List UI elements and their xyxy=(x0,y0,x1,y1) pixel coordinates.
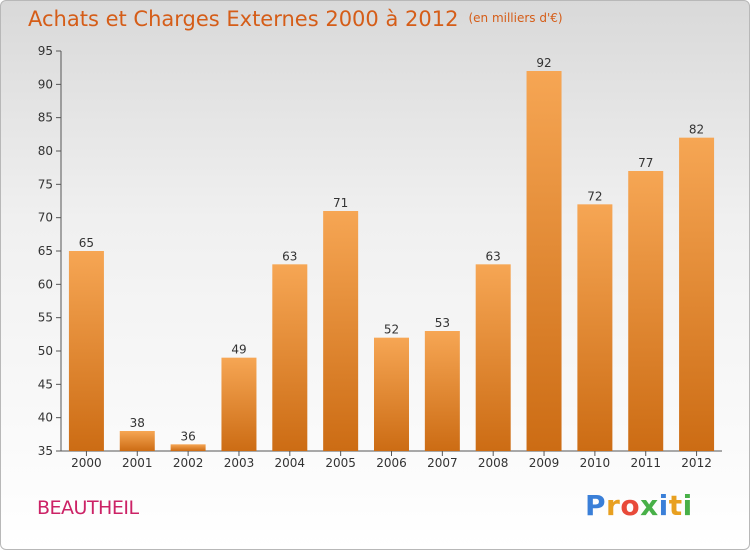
bar-2006 xyxy=(374,337,409,451)
bar-2004 xyxy=(272,264,308,451)
bar-2002 xyxy=(170,444,206,451)
value-label: 38 xyxy=(130,416,145,430)
chart-title: Achats et Charges Externes 2000 à 2012 (e… xyxy=(28,7,563,31)
value-labels: 65 38 36 49 63 71 52 53 63 92 72 77 82 xyxy=(79,56,704,443)
y-axis: 35 40 45 50 55 60 65 70 75 80 85 90 95 xyxy=(38,44,62,458)
bar-2007 xyxy=(424,331,460,451)
value-label: 63 xyxy=(282,249,297,263)
bar-2012 xyxy=(679,137,715,451)
y-tick-label: 95 xyxy=(38,44,53,58)
bar-2011 xyxy=(628,171,664,451)
value-label: 77 xyxy=(638,156,653,170)
x-tick-label: 2002 xyxy=(173,456,204,470)
value-label: 63 xyxy=(486,249,501,263)
value-label: 52 xyxy=(384,323,399,337)
bar-2010 xyxy=(577,204,613,451)
x-tick-label: 2003 xyxy=(224,456,255,470)
x-tick-label: 2008 xyxy=(478,456,509,470)
value-label: 72 xyxy=(587,189,602,203)
bar-2001 xyxy=(119,431,155,451)
bar-2003 xyxy=(221,357,257,451)
y-tick-label: 85 xyxy=(38,111,53,125)
y-tick-label: 45 xyxy=(38,377,53,391)
y-tick-label: 80 xyxy=(38,144,53,158)
x-tick-label: 2005 xyxy=(325,456,356,470)
x-tick-label: 2012 xyxy=(681,456,712,470)
value-label: 49 xyxy=(231,343,246,357)
bars xyxy=(68,71,715,451)
bar-2008 xyxy=(475,264,511,451)
x-tick-label: 2007 xyxy=(427,456,458,470)
y-tick-label: 35 xyxy=(38,444,53,458)
y-tick-label: 40 xyxy=(38,411,53,425)
x-tick-label: 2010 xyxy=(580,456,611,470)
bar-2000 xyxy=(68,251,104,451)
x-tick-label: 2006 xyxy=(376,456,407,470)
proxiti-logo[interactable]: Proxiti xyxy=(585,489,693,522)
value-label: 82 xyxy=(689,123,704,137)
y-tick-label: 55 xyxy=(38,311,53,325)
y-tick-label: 90 xyxy=(38,77,53,91)
value-label: 36 xyxy=(180,429,195,443)
x-tick-label: 2001 xyxy=(122,456,153,470)
x-tick-label: 2004 xyxy=(275,456,306,470)
y-tick-label: 70 xyxy=(38,211,53,225)
value-label: 65 xyxy=(79,236,94,250)
chart-subtitle: (en milliers d'€) xyxy=(468,11,563,25)
bar-2005 xyxy=(323,211,359,451)
bar-2009 xyxy=(526,71,562,451)
x-axis: 2000 2001 2002 2003 2004 2005 2006 2007 2008 2009… xyxy=(61,450,722,470)
y-tick-label: 65 xyxy=(38,244,53,258)
x-tick-label: 2011 xyxy=(630,456,661,470)
x-tick-label: 2000 xyxy=(71,456,102,470)
y-tick-label: 50 xyxy=(38,344,53,358)
value-label: 71 xyxy=(333,196,348,210)
value-label: 53 xyxy=(435,316,450,330)
chart-title-text: Achats et Charges Externes 2000 à 2012 xyxy=(28,7,459,31)
value-label: 92 xyxy=(536,56,551,70)
y-tick-label: 75 xyxy=(38,177,53,191)
y-tick-label: 60 xyxy=(38,277,53,291)
x-tick-label: 2009 xyxy=(529,456,560,470)
commune-name: BEAUTHEIL xyxy=(37,497,139,519)
